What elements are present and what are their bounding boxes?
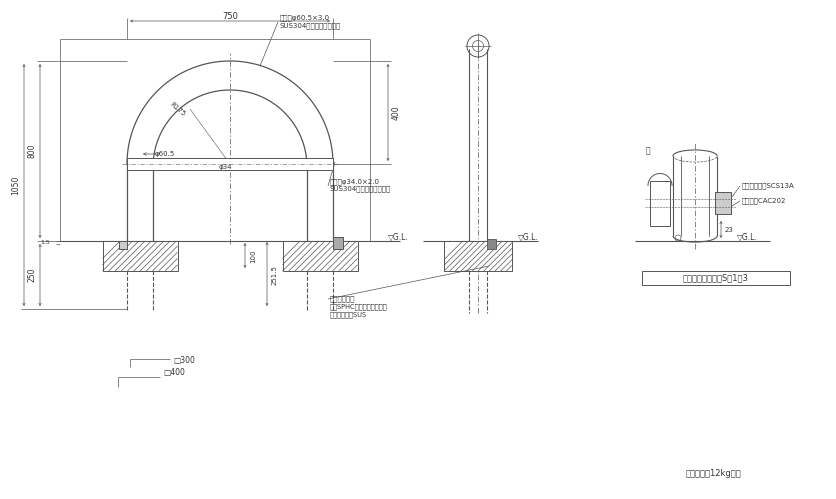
Bar <box>650 181 670 226</box>
Text: 脱着用埋設管: 脱着用埋設管 <box>330 296 355 302</box>
Text: 本体：φ60.5×3.0: 本体：φ60.5×3.0 <box>280 14 330 21</box>
Text: ▽G.L.: ▽G.L. <box>737 233 757 242</box>
Text: 算：SPHC　溶融亜邉めっき: 算：SPHC 溶融亜邉めっき <box>330 304 388 310</box>
Text: 250: 250 <box>28 268 37 282</box>
Text: 埋設管本体：SUS: 埋設管本体：SUS <box>330 312 367 318</box>
Text: ▽G.L.: ▽G.L. <box>518 233 538 242</box>
Text: 750: 750 <box>222 11 238 20</box>
Text: φ34: φ34 <box>218 164 232 170</box>
Bar <box>119 241 127 249</box>
Text: 蛋: 蛋 <box>645 147 650 156</box>
Bar <box>283 241 358 271</box>
Text: 100: 100 <box>250 249 256 263</box>
Bar <box>715 192 731 214</box>
Text: SUS304　ヘアライン仕上: SUS304 ヘアライン仕上 <box>330 186 391 192</box>
Text: 1.5: 1.5 <box>40 240 50 245</box>
Text: φ60.5: φ60.5 <box>155 151 175 157</box>
Bar <box>487 239 496 249</box>
Text: 横棘：φ34.0×2.0: 横棘：φ34.0×2.0 <box>330 179 380 185</box>
Text: 400: 400 <box>391 105 400 120</box>
Bar <box>127 158 333 170</box>
Bar <box>642 271 790 285</box>
Text: ロックピン：SCS13A: ロックピン：SCS13A <box>742 183 795 189</box>
Bar <box>333 237 343 249</box>
Text: 23: 23 <box>725 227 733 233</box>
Text: □300: □300 <box>173 356 195 365</box>
Bar <box>444 241 512 271</box>
Text: 251.5: 251.5 <box>272 265 278 285</box>
Text: SUS304　ヘアライン仕上: SUS304 ヘアライン仕上 <box>280 22 341 29</box>
Bar <box>103 241 177 271</box>
Text: R175: R175 <box>169 101 187 117</box>
Text: 800: 800 <box>28 144 37 158</box>
Text: □400: □400 <box>163 368 185 378</box>
Text: 南京鍵：CAC202: 南京鍵：CAC202 <box>742 198 787 204</box>
Text: 南京鍵部詳細図　S＝1：3: 南京鍵部詳細図 S＝1：3 <box>683 273 749 282</box>
Text: 支柱質量：12kg／本: 支柱質量：12kg／本 <box>686 470 742 479</box>
Text: ▽G.L.: ▽G.L. <box>388 233 409 242</box>
Text: 1050: 1050 <box>12 175 21 195</box>
